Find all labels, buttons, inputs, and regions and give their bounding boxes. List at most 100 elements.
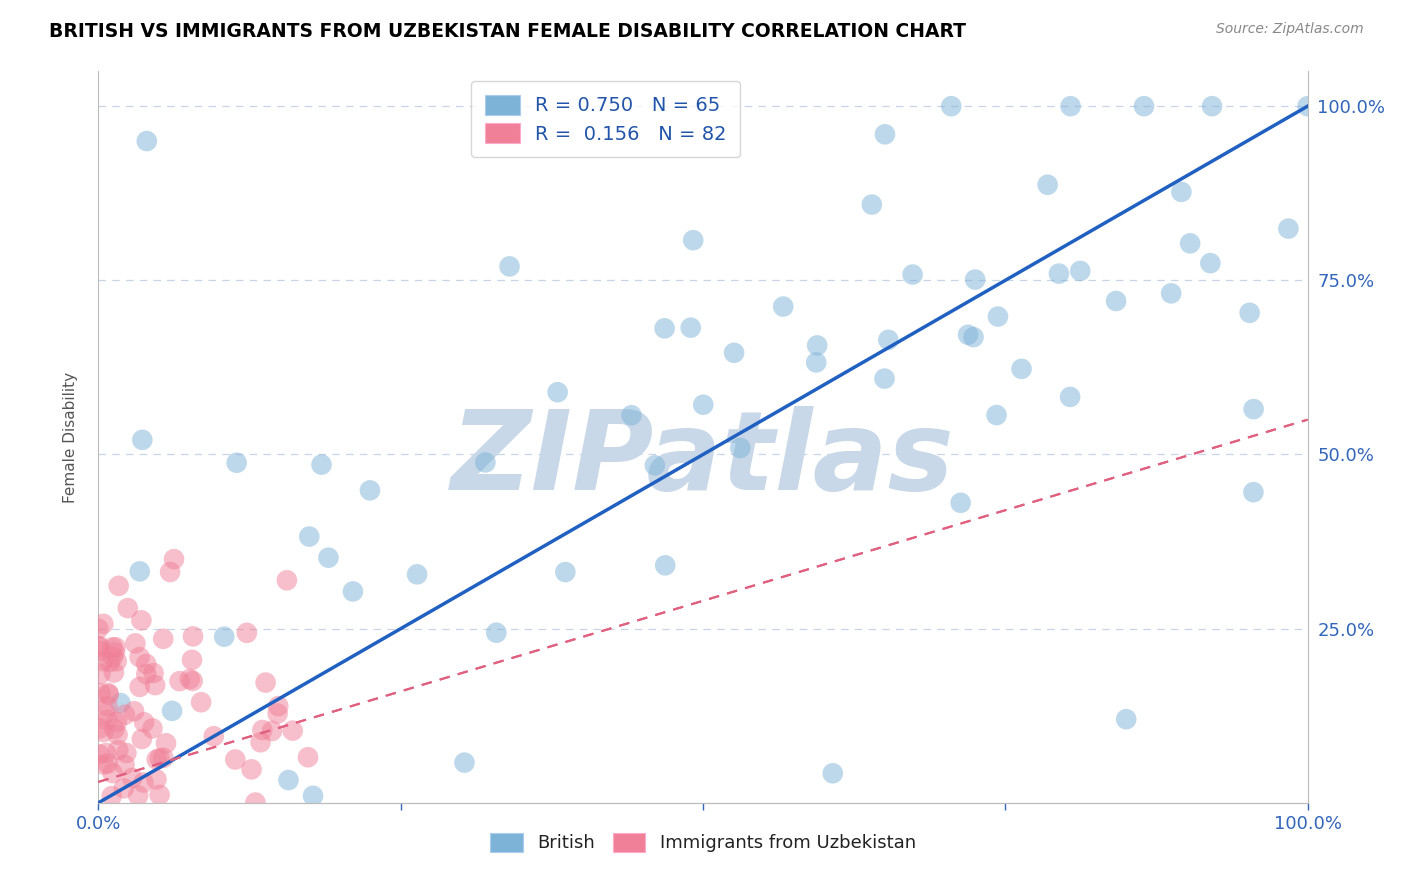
Point xyxy=(91,725,114,739)
Point xyxy=(877,333,900,347)
Point xyxy=(89,666,111,681)
Point xyxy=(114,757,136,772)
Point xyxy=(806,338,828,352)
Point xyxy=(100,789,122,804)
Point xyxy=(103,645,125,659)
Point xyxy=(121,771,143,785)
Point xyxy=(159,565,181,579)
Point xyxy=(276,574,298,588)
Point xyxy=(1011,362,1033,376)
Point xyxy=(723,345,745,359)
Point xyxy=(90,686,112,700)
Point xyxy=(181,673,204,688)
Point xyxy=(901,268,924,282)
Point xyxy=(103,722,125,736)
Point xyxy=(131,613,153,627)
Point xyxy=(128,680,150,694)
Point xyxy=(249,735,271,749)
Point xyxy=(1036,178,1059,192)
Point xyxy=(620,409,643,423)
Point xyxy=(97,699,120,714)
Point xyxy=(1059,390,1081,404)
Point xyxy=(160,704,183,718)
Point xyxy=(107,743,129,757)
Point xyxy=(1199,256,1222,270)
Point xyxy=(152,751,174,765)
Point xyxy=(1239,306,1261,320)
Point xyxy=(873,371,896,385)
Point xyxy=(135,134,157,148)
Point xyxy=(94,746,117,760)
Point xyxy=(131,731,153,746)
Point xyxy=(318,550,340,565)
Point xyxy=(101,650,124,665)
Point xyxy=(860,197,883,211)
Point xyxy=(277,773,299,788)
Point xyxy=(98,655,121,669)
Point xyxy=(1059,99,1081,113)
Point xyxy=(1115,712,1137,726)
Point xyxy=(114,707,136,722)
Point xyxy=(115,746,138,760)
Point xyxy=(240,763,263,777)
Point xyxy=(94,706,117,720)
Point xyxy=(554,565,576,579)
Point xyxy=(965,272,987,286)
Point xyxy=(107,728,129,742)
Point xyxy=(190,695,212,709)
Point xyxy=(145,752,167,766)
Point xyxy=(941,99,963,113)
Point xyxy=(91,616,114,631)
Point xyxy=(266,706,288,721)
Point xyxy=(949,496,972,510)
Y-axis label: Female Disability: Female Disability xyxy=(63,371,77,503)
Point xyxy=(311,458,333,472)
Point xyxy=(224,752,246,766)
Point xyxy=(96,713,118,727)
Legend: British, Immigrants from Uzbekistan: British, Immigrants from Uzbekistan xyxy=(482,826,924,860)
Point xyxy=(181,653,204,667)
Point xyxy=(1047,267,1070,281)
Point xyxy=(644,458,666,473)
Point xyxy=(1069,264,1091,278)
Point xyxy=(87,622,110,636)
Point xyxy=(131,433,153,447)
Text: Source: ZipAtlas.com: Source: ZipAtlas.com xyxy=(1216,22,1364,37)
Point xyxy=(89,722,111,736)
Point xyxy=(772,300,794,314)
Point xyxy=(163,552,186,566)
Point xyxy=(962,330,984,344)
Point xyxy=(730,441,752,455)
Point xyxy=(105,654,128,668)
Point xyxy=(262,723,284,738)
Point xyxy=(986,408,1008,422)
Point xyxy=(1277,221,1299,235)
Text: BRITISH VS IMMIGRANTS FROM UZBEKISTAN FEMALE DISABILITY CORRELATION CHART: BRITISH VS IMMIGRANTS FROM UZBEKISTAN FE… xyxy=(49,22,966,41)
Point xyxy=(134,715,156,730)
Point xyxy=(1133,99,1156,113)
Point xyxy=(302,789,325,803)
Point xyxy=(1241,485,1264,500)
Point xyxy=(245,796,267,810)
Point xyxy=(149,788,172,802)
Point xyxy=(236,625,259,640)
Point xyxy=(181,629,204,643)
Point xyxy=(105,715,128,730)
Point xyxy=(145,772,167,787)
Point xyxy=(135,667,157,681)
Point xyxy=(152,632,174,646)
Point xyxy=(406,567,429,582)
Point xyxy=(91,654,114,668)
Point xyxy=(89,639,111,653)
Point xyxy=(267,699,290,714)
Point xyxy=(297,750,319,764)
Point xyxy=(212,630,235,644)
Point xyxy=(110,696,132,710)
Point xyxy=(254,675,277,690)
Point xyxy=(87,747,110,762)
Point xyxy=(112,781,135,796)
Point xyxy=(97,686,120,700)
Point xyxy=(101,766,124,780)
Point xyxy=(97,688,120,702)
Point xyxy=(485,625,508,640)
